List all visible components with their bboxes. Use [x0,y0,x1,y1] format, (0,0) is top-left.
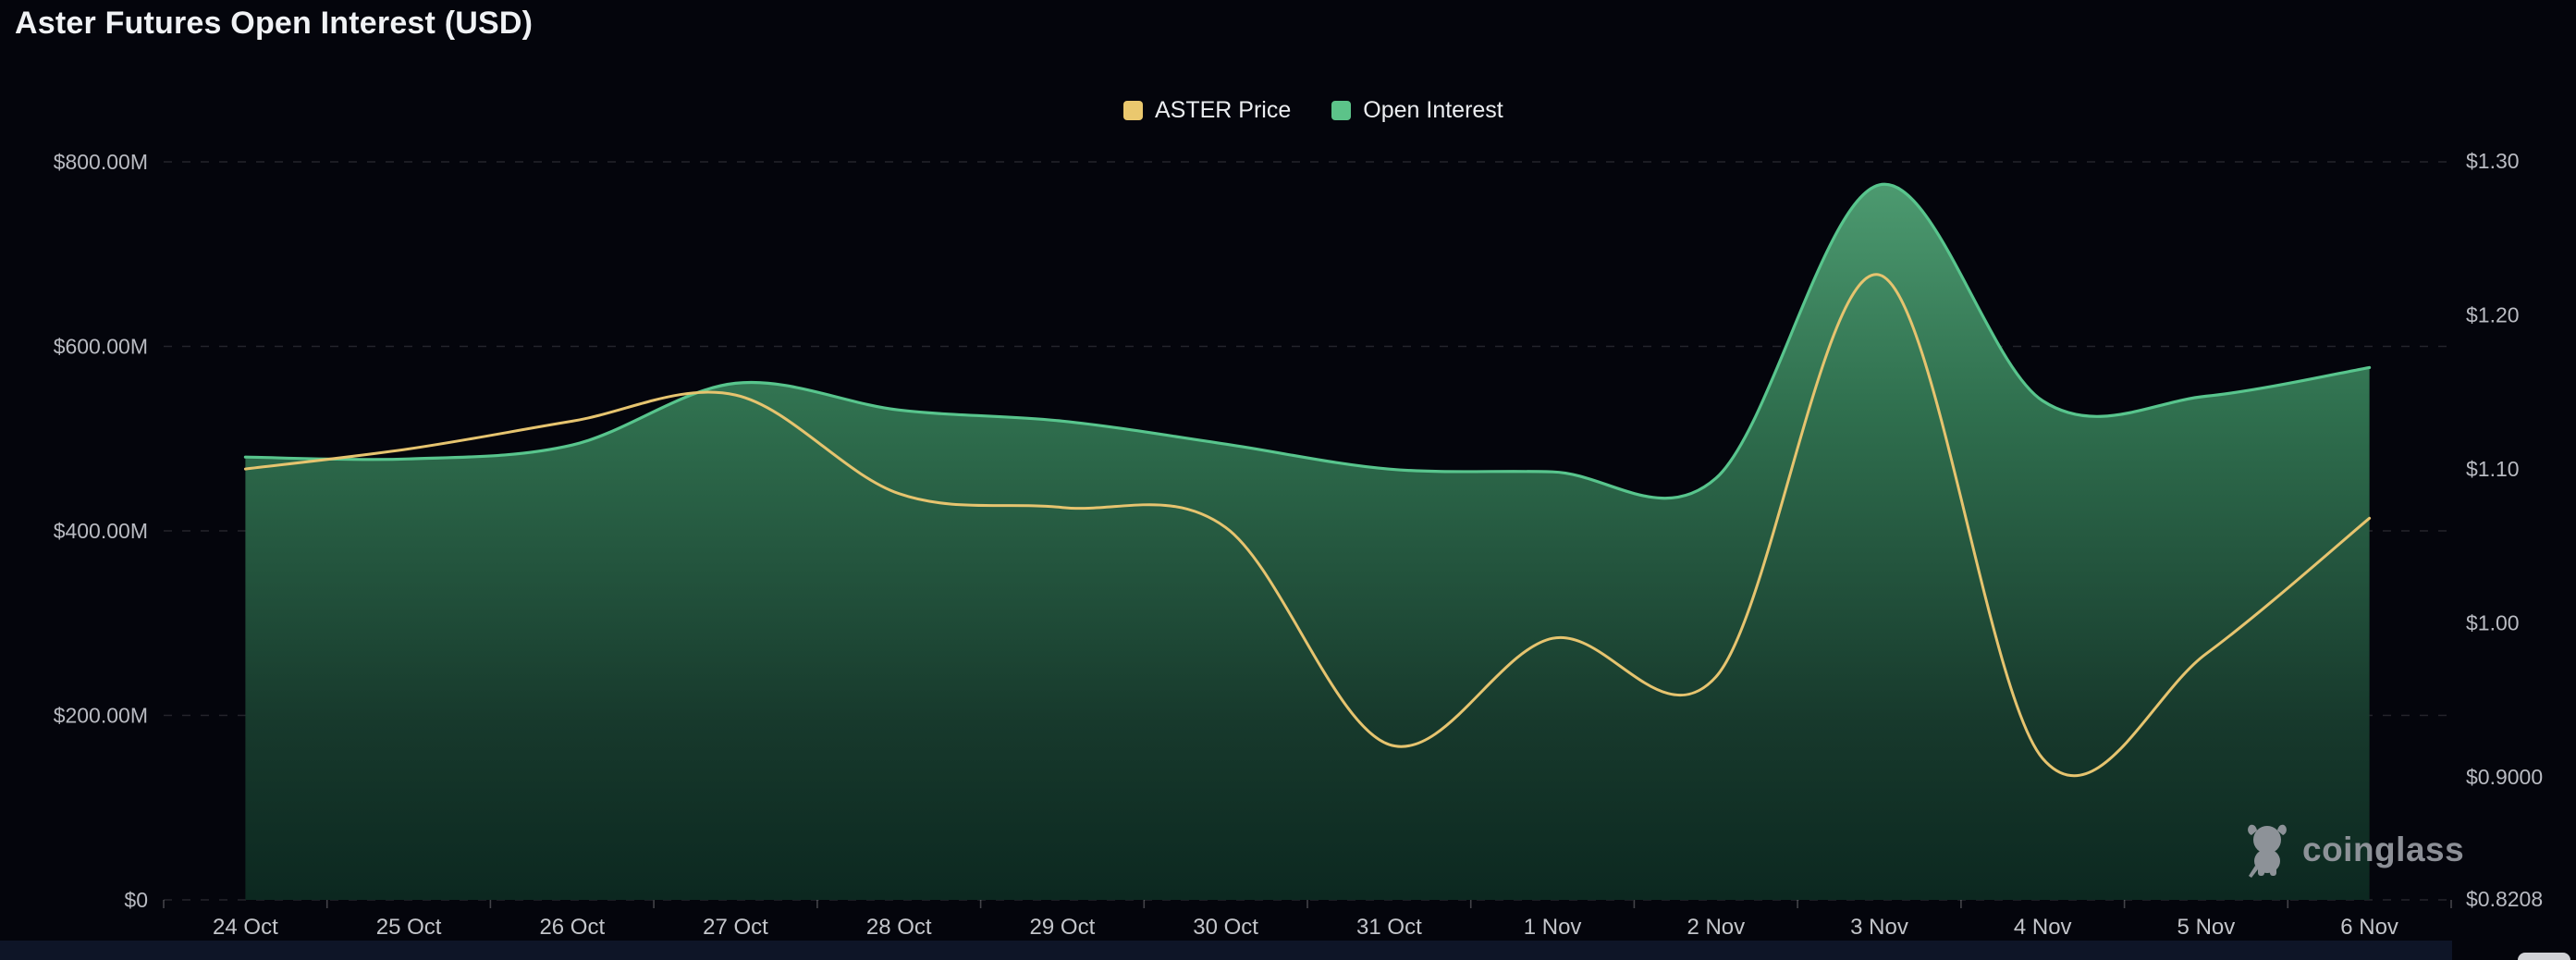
x-axis-label: 27 Oct [703,915,768,940]
chart-legend: ASTER Price Open Interest [1123,97,1503,124]
right-axis-label: $1.10 [2466,457,2520,481]
x-axis-ticks [163,900,2452,908]
right-axis-label: $1.00 [2466,611,2520,635]
x-axis-label: 1 Nov [1524,915,1582,940]
right-axis-label: $0.9000 [2466,765,2543,789]
legend-label: Open Interest [1363,97,1503,123]
right-axis-label: $0.8208 [2466,887,2543,911]
legend-item-aster-price[interactable]: ASTER Price [1123,97,1291,124]
x-axis-label: 28 Oct [866,915,932,940]
x-axis-label: 4 Nov [2014,915,2072,940]
x-axis-label: 30 Oct [1193,915,1258,940]
x-axis-label: 2 Nov [1687,915,1745,940]
datazoom-track[interactable] [0,941,2452,960]
right-axis-label: $1.30 [2466,149,2520,173]
left-axis-label: $0 [124,888,148,912]
series [243,182,2372,900]
x-axis-label: 31 Oct [1356,915,1422,940]
x-axis-label: 26 Oct [539,915,605,940]
left-axis-label: $200.00M [54,704,148,728]
coinglass-watermark: coinglass [2245,821,2464,879]
open-interest-swatch-icon [1331,101,1352,120]
x-axis-label: 25 Oct [376,915,442,940]
aster-price-line [243,273,2372,777]
left-axis-label: $800.00M [54,150,148,174]
aster-price-swatch-icon [1123,101,1143,120]
x-axis-label: 3 Nov [1850,915,1908,940]
page-title: Aster Futures Open Interest (USD) [15,6,534,41]
x-axis-label: 6 Nov [2340,915,2398,940]
open-interest-line [243,182,2372,500]
coinglass-mascot-icon [2248,824,2287,878]
corner-scroll-handle[interactable] [2518,953,2570,960]
legend-item-open-interest[interactable]: Open Interest [1331,97,1503,124]
left-axis-label: $600.00M [54,335,148,359]
coinglass-logo-text: coinglass [2302,831,2465,868]
x-axis-label: 29 Oct [1030,915,1096,940]
legend-label: ASTER Price [1155,97,1292,123]
open-interest-area [245,184,2370,900]
left-axis-label: $400.00M [54,519,148,543]
x-axis-label: 24 Oct [213,915,278,940]
axis-labels: $800.00M $600.00M $400.00M $200.00M $0 $1.30 $… [54,149,2543,940]
right-axis-label: $1.20 [2466,303,2520,327]
x-axis-label: 5 Nov [2177,915,2236,940]
